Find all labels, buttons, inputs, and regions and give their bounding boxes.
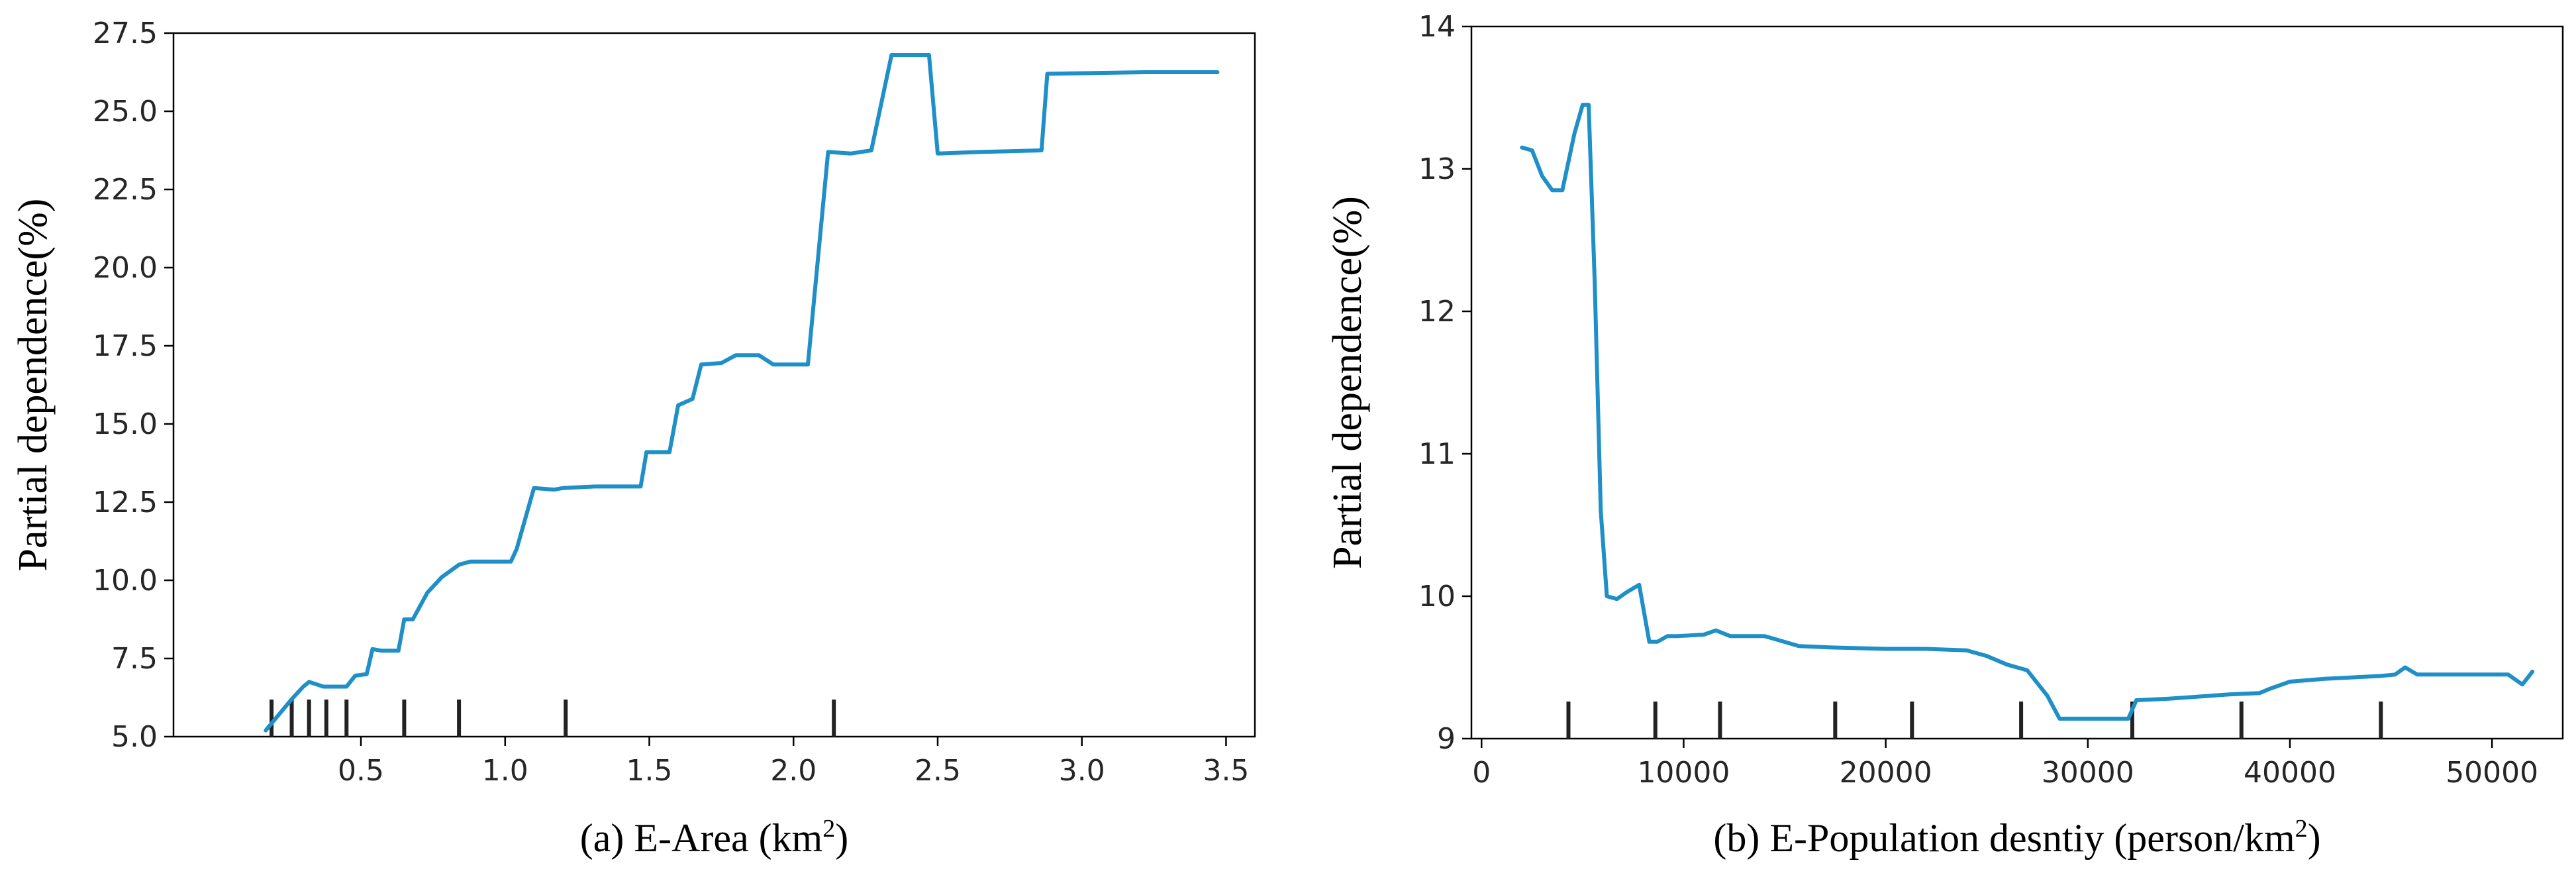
y-tick-label: 11 [1418,437,1456,471]
caption-superscript: 2 [2295,815,2308,843]
x-tick-label: 10000 [1637,756,1730,790]
x-tick-label: 20000 [1840,756,1932,790]
x-tick-label: 1.0 [482,754,528,788]
y-tick-label: 10.0 [93,564,158,598]
x-tick-label: 0 [1472,756,1491,790]
caption-prefix: (b) E-Population desntiy (person/km [1713,816,2295,860]
x-tick-label: 2.5 [915,754,961,788]
x-tick-label: 30000 [2042,756,2134,790]
y-tick-label: 20.0 [93,251,158,285]
plot-area-frame [172,32,1256,738]
chart-panel-b: 9 10 11 12 13 14 0 10000 20000 30000 40000 50000 Par… [1325,10,2564,860]
y-tick-label: 10 [1418,580,1456,613]
y-tick-label: 22.5 [93,173,158,207]
y-tick-label: 17.5 [93,329,158,363]
y-tick-label: 14 [1418,10,1456,44]
y-tick-label: 9 [1437,722,1456,756]
y-tick-label: 15.0 [93,407,158,441]
y-tick-label: 25.0 [93,95,158,129]
x-axis-caption: (b) E-Population desntiy (person/km2) [1713,815,2320,860]
partial-dependence-line [264,53,1220,733]
caption-suffix: ) [2308,816,2321,860]
plot-area-frame [1470,25,2564,740]
chart-panel-a: 5.07.510.012.515.017.520.022.525.027.50.… [11,17,1256,860]
caption-suffix: ) [835,816,848,860]
y-tick-label: 13 [1418,152,1456,186]
y-tick-label: 5.0 [111,720,158,754]
y-tick-label: 12.5 [93,486,158,519]
partial-dependence-line [1520,103,2535,721]
x-tick-label: 3.0 [1059,754,1105,788]
x-tick-label: 50000 [2446,756,2538,790]
y-tick-label: 12 [1418,295,1456,329]
x-tick-label: 0.5 [338,754,384,788]
x-axis-caption: (a) E-Area (km2) [580,815,848,860]
caption-prefix: (a) E-Area (km [580,816,822,860]
x-tick-label: 3.5 [1203,754,1249,788]
y-tick-label: 7.5 [111,642,158,676]
y-tick-label: 27.5 [93,17,158,50]
x-tick-label: 40000 [2244,756,2336,790]
y-axis-label: Partial dependence(%) [11,199,56,572]
x-tick-label: 2.0 [770,754,817,788]
y-axis-label: Partial dependence(%) [1325,196,1370,569]
x-tick-label: 1.5 [626,754,673,788]
caption-superscript: 2 [822,815,835,843]
